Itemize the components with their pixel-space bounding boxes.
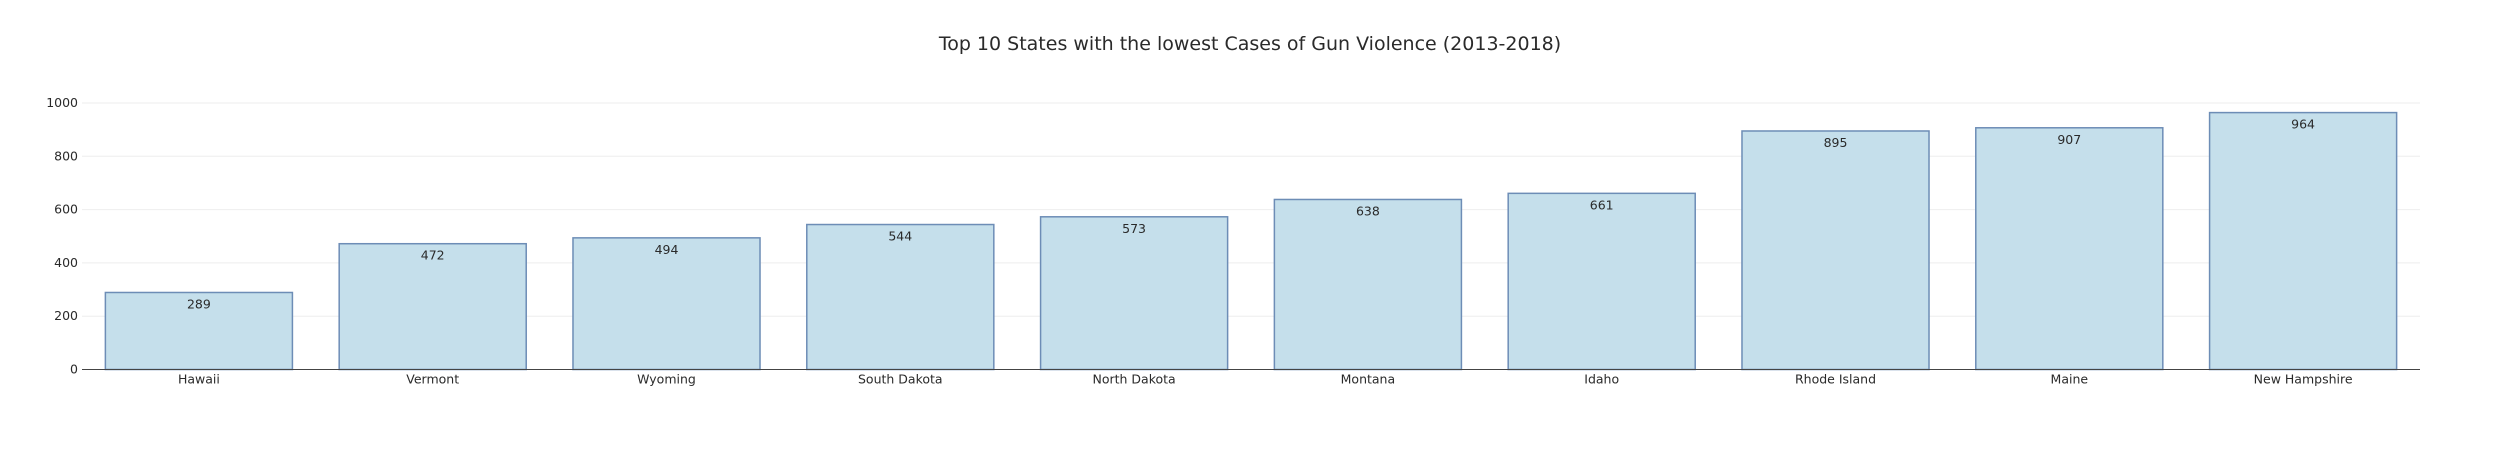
y-tick-label: 1000 xyxy=(46,95,78,110)
bar-value-label: 494 xyxy=(655,242,679,257)
bars-layer xyxy=(104,111,2398,371)
x-tick-label: New Hampshire xyxy=(2254,372,2353,387)
bar-value-label: 573 xyxy=(1122,221,1146,236)
x-tick-label: Maine xyxy=(2051,372,2089,387)
y-tick-label: 0 xyxy=(70,362,78,377)
y-tick-label: 200 xyxy=(54,308,78,323)
bar-value-label: 895 xyxy=(1824,135,1848,150)
bar xyxy=(104,291,294,371)
x-tick-label: South Dakota xyxy=(858,372,943,387)
x-tick-label: Montana xyxy=(1341,372,1396,387)
x-tick-label: North Dakota xyxy=(1092,372,1175,387)
bar-value-label: 964 xyxy=(2291,117,2315,132)
bar xyxy=(1039,216,1229,371)
bar-value-label: 638 xyxy=(1356,203,1380,218)
bar xyxy=(1507,192,1696,371)
bar-value-label: 661 xyxy=(1590,197,1614,212)
bar-value-label: 472 xyxy=(421,248,445,263)
chart-title: Top 10 States with the lowest Cases of G… xyxy=(938,33,1561,55)
x-tick-label: Rhode Island xyxy=(1795,372,1876,387)
y-tick-label: 600 xyxy=(54,202,78,217)
bar xyxy=(1975,127,2164,371)
bar-value-label: 289 xyxy=(187,296,211,311)
labels-layer: 0 200 400 600 800 1000 289 Hawaii 472 Vermont 494 W… xyxy=(46,95,2353,387)
bar xyxy=(1273,198,1463,371)
x-tick-label: Hawaii xyxy=(178,372,220,387)
bar xyxy=(572,237,761,371)
x-tick-label: Wyoming xyxy=(637,372,696,387)
bar-value-label: 907 xyxy=(2057,132,2081,147)
x-tick-label: Idaho xyxy=(1584,372,1619,387)
bar xyxy=(806,223,995,371)
y-tick-label: 800 xyxy=(54,148,78,163)
bar xyxy=(1741,130,1930,371)
bar xyxy=(2208,111,2398,371)
x-tick-label: Vermont xyxy=(406,372,459,387)
y-tick-label: 400 xyxy=(54,255,78,270)
bar-value-label: 544 xyxy=(888,229,912,244)
